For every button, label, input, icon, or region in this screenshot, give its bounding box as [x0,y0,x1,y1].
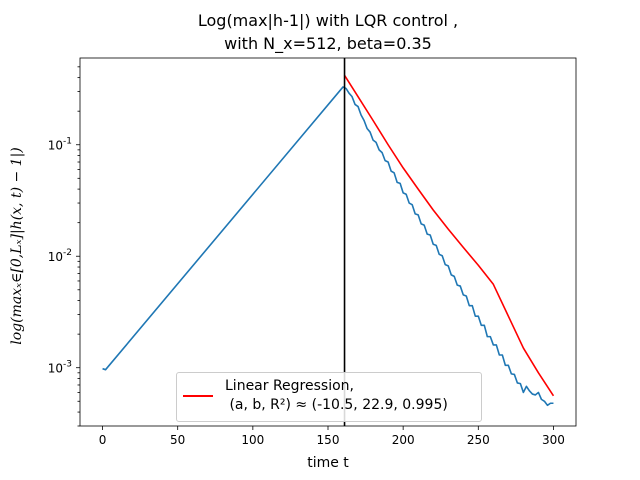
x-tick-label: 200 [392,433,415,447]
chart-title-line-2: with N_x=512, beta=0.35 [224,34,432,53]
legend-regression-label: Linear Regression, (a, b, R²) ≈ (-10.5, … [225,378,448,413]
x-tick-label: 0 [99,433,107,447]
y-tick-label: 10-1 [48,137,72,153]
series-line-log-max-deviation [102,86,554,407]
series-line-linear-regression [343,74,555,397]
x-tick-label: 150 [317,433,340,447]
y-tick-label: 10-2 [48,248,72,264]
axes-frame [79,57,577,427]
x-tick-label: 100 [241,433,264,447]
y-axis-label: log(maxₓ∈[0,Lₓ]|h(x, t) − 1|) [9,147,25,345]
chart-title-line-1: Log(max|h-1|) with LQR control , [197,11,459,30]
legend-regression-swatch [183,395,213,397]
x-tick-label: 250 [467,433,490,447]
y-tick-label: 10-3 [48,360,72,376]
x-tick-label: 50 [170,433,185,447]
x-axis-label: time t [307,455,349,471]
legend: Linear Regression, (a, b, R²) ≈ (-10.5, … [176,372,482,422]
x-tick-label: 300 [542,433,565,447]
